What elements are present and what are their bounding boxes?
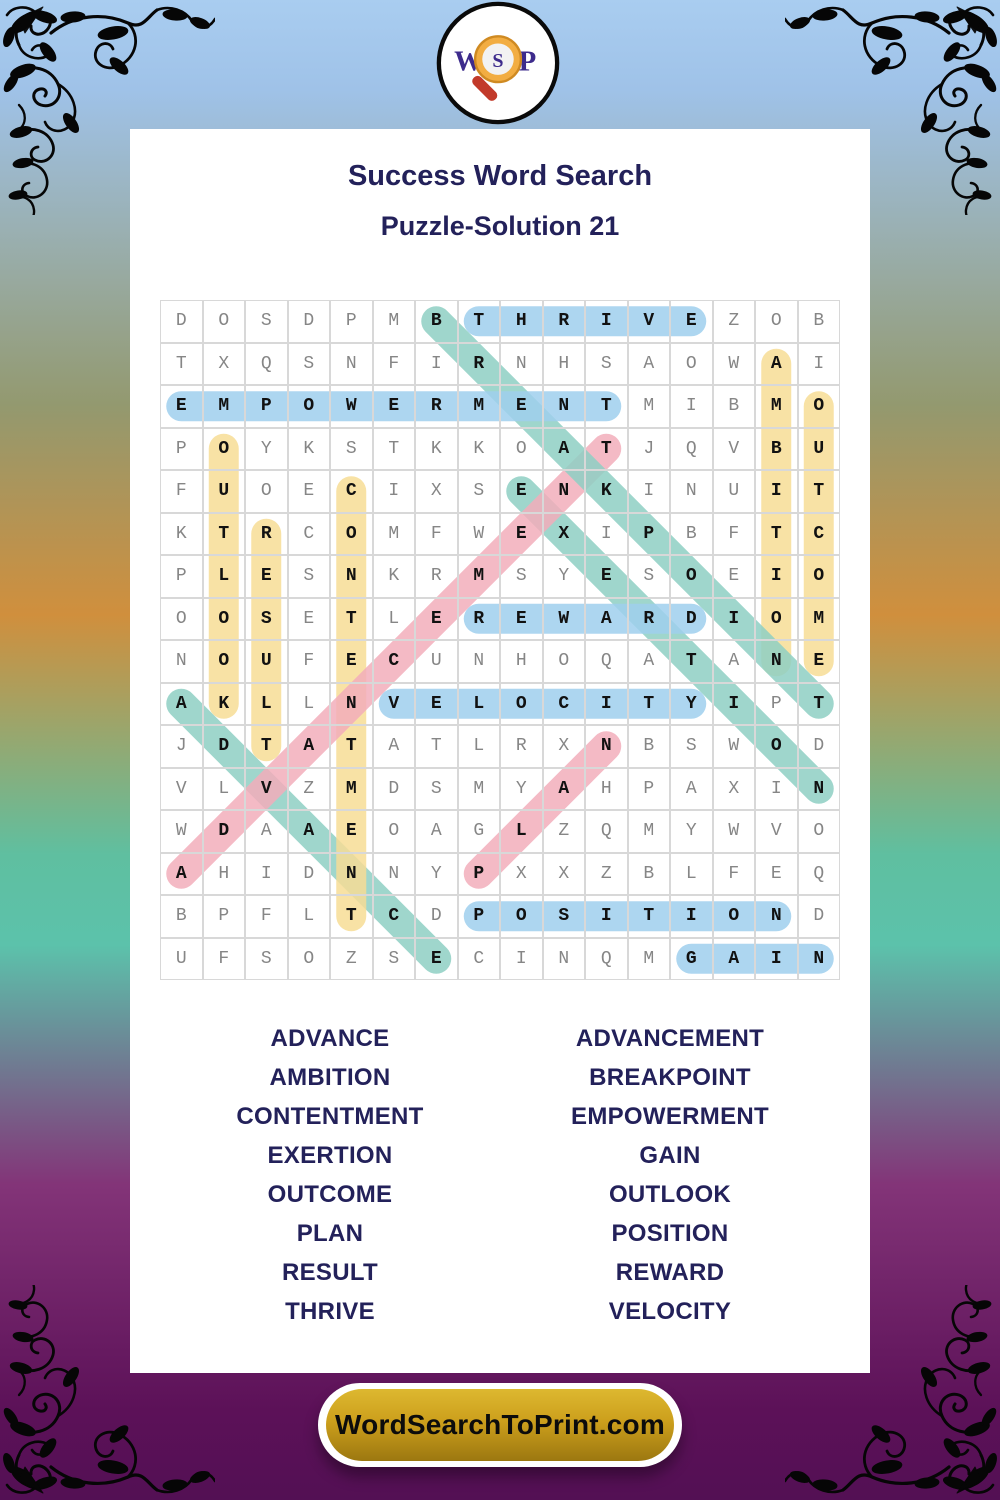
svg-text:S: S	[492, 50, 503, 72]
